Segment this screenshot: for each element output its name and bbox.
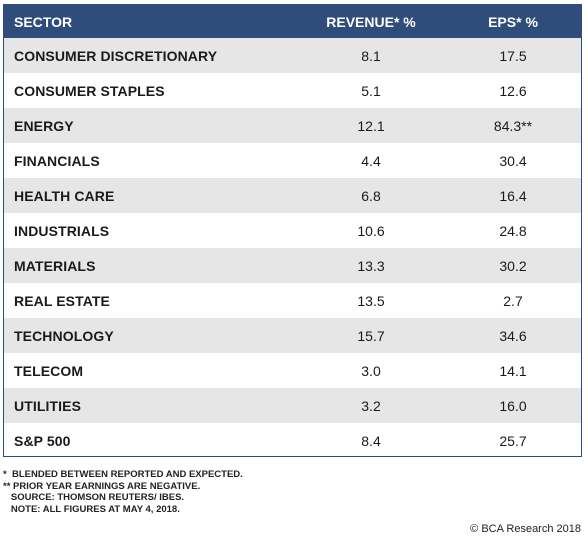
footnote-line: SOURCE: THOMSON REUTERS/ IBES.: [3, 492, 185, 503]
footnote-line: NOTE: ALL FIGURES AT MAY 4, 2018.: [3, 503, 180, 515]
eps-cell: 34.6: [499, 327, 527, 344]
sector-cell: ENERGY: [14, 117, 74, 134]
eps-cell: 24.8: [499, 222, 527, 239]
table-row: REAL ESTATE 13.5 2.7: [4, 283, 581, 318]
footnote-line: ** PRIOR YEAR EARNINGS ARE NEGATIVE.: [3, 480, 201, 492]
table-row: FINANCIALS 4.4 30.4: [4, 143, 581, 178]
eps-cell: 16.0: [499, 397, 527, 414]
header-sector: SECTOR: [14, 13, 73, 30]
table-row: HEALTH CARE 6.8 16.4: [4, 178, 581, 213]
table-row: TECHNOLOGY 15.7 34.6: [4, 318, 581, 353]
eps-cell: 2.7: [503, 292, 523, 309]
table-row: TELECOM 3.0 14.1: [4, 353, 581, 388]
revenue-cell: 10.6: [357, 222, 385, 239]
revenue-cell: 12.1: [357, 117, 385, 134]
eps-cell: 30.4: [499, 152, 527, 169]
revenue-cell: 5.1: [361, 82, 381, 99]
sector-cell: S&P 500: [14, 432, 71, 449]
sector-growth-table: SECTOR REVENUE* % EPS* % CONSUMER DISCRE…: [3, 4, 582, 457]
revenue-cell: 8.1: [361, 47, 381, 64]
table-row: S&P 500 8.4 25.7: [4, 423, 581, 456]
sector-cell: TELECOM: [14, 362, 84, 379]
sector-cell: REAL ESTATE: [14, 292, 110, 309]
footnote-line: * BLENDED BETWEEN REPORTED AND EXPECTED.: [3, 469, 243, 480]
table-row: MATERIALS 13.3 30.2: [4, 248, 581, 283]
eps-cell: 84.3**: [493, 117, 533, 134]
table-row: UTILITIES 3.2 16.0: [4, 388, 581, 423]
revenue-cell: 3.2: [361, 397, 381, 414]
sector-cell: HEALTH CARE: [14, 187, 115, 204]
eps-cell: 12.6: [499, 82, 527, 99]
eps-cell: 16.4: [499, 187, 527, 204]
revenue-cell: 13.3: [357, 257, 385, 274]
revenue-cell: 4.4: [361, 152, 381, 169]
sector-cell: INDUSTRIALS: [14, 222, 110, 239]
header-eps: EPS* %: [488, 13, 538, 30]
sector-cell: FINANCIALS: [14, 152, 100, 169]
copyright-notice: © BCA Research 2018: [470, 523, 581, 535]
footnotes: * BLENDED BETWEEN REPORTED AND EXPECTED.…: [3, 469, 243, 515]
table-row: ENERGY 12.1 84.3**: [4, 108, 581, 143]
table-row: CONSUMER DISCRETIONARY 8.1 17.5: [4, 38, 581, 73]
sector-cell: TECHNOLOGY: [14, 327, 114, 344]
sector-cell: CONSUMER STAPLES: [14, 82, 165, 99]
revenue-cell: 8.4: [361, 432, 381, 449]
sector-cell: UTILITIES: [14, 397, 82, 414]
revenue-cell: 13.5: [357, 292, 385, 309]
sector-cell: CONSUMER DISCRETIONARY: [14, 47, 218, 64]
eps-cell: 25.7: [499, 432, 527, 449]
header-revenue: REVENUE* %: [326, 13, 416, 30]
table-row: CONSUMER STAPLES 5.1 12.6: [4, 73, 581, 108]
table-row: INDUSTRIALS 10.6 24.8: [4, 213, 581, 248]
sector-cell: MATERIALS: [14, 257, 96, 274]
eps-cell: 14.1: [499, 362, 527, 379]
revenue-cell: 15.7: [357, 327, 385, 344]
eps-cell: 30.2: [499, 257, 527, 274]
revenue-cell: 3.0: [361, 362, 381, 379]
revenue-cell: 6.8: [361, 187, 381, 204]
eps-cell: 17.5: [499, 47, 527, 64]
table-header: SECTOR REVENUE* % EPS* %: [4, 5, 581, 38]
